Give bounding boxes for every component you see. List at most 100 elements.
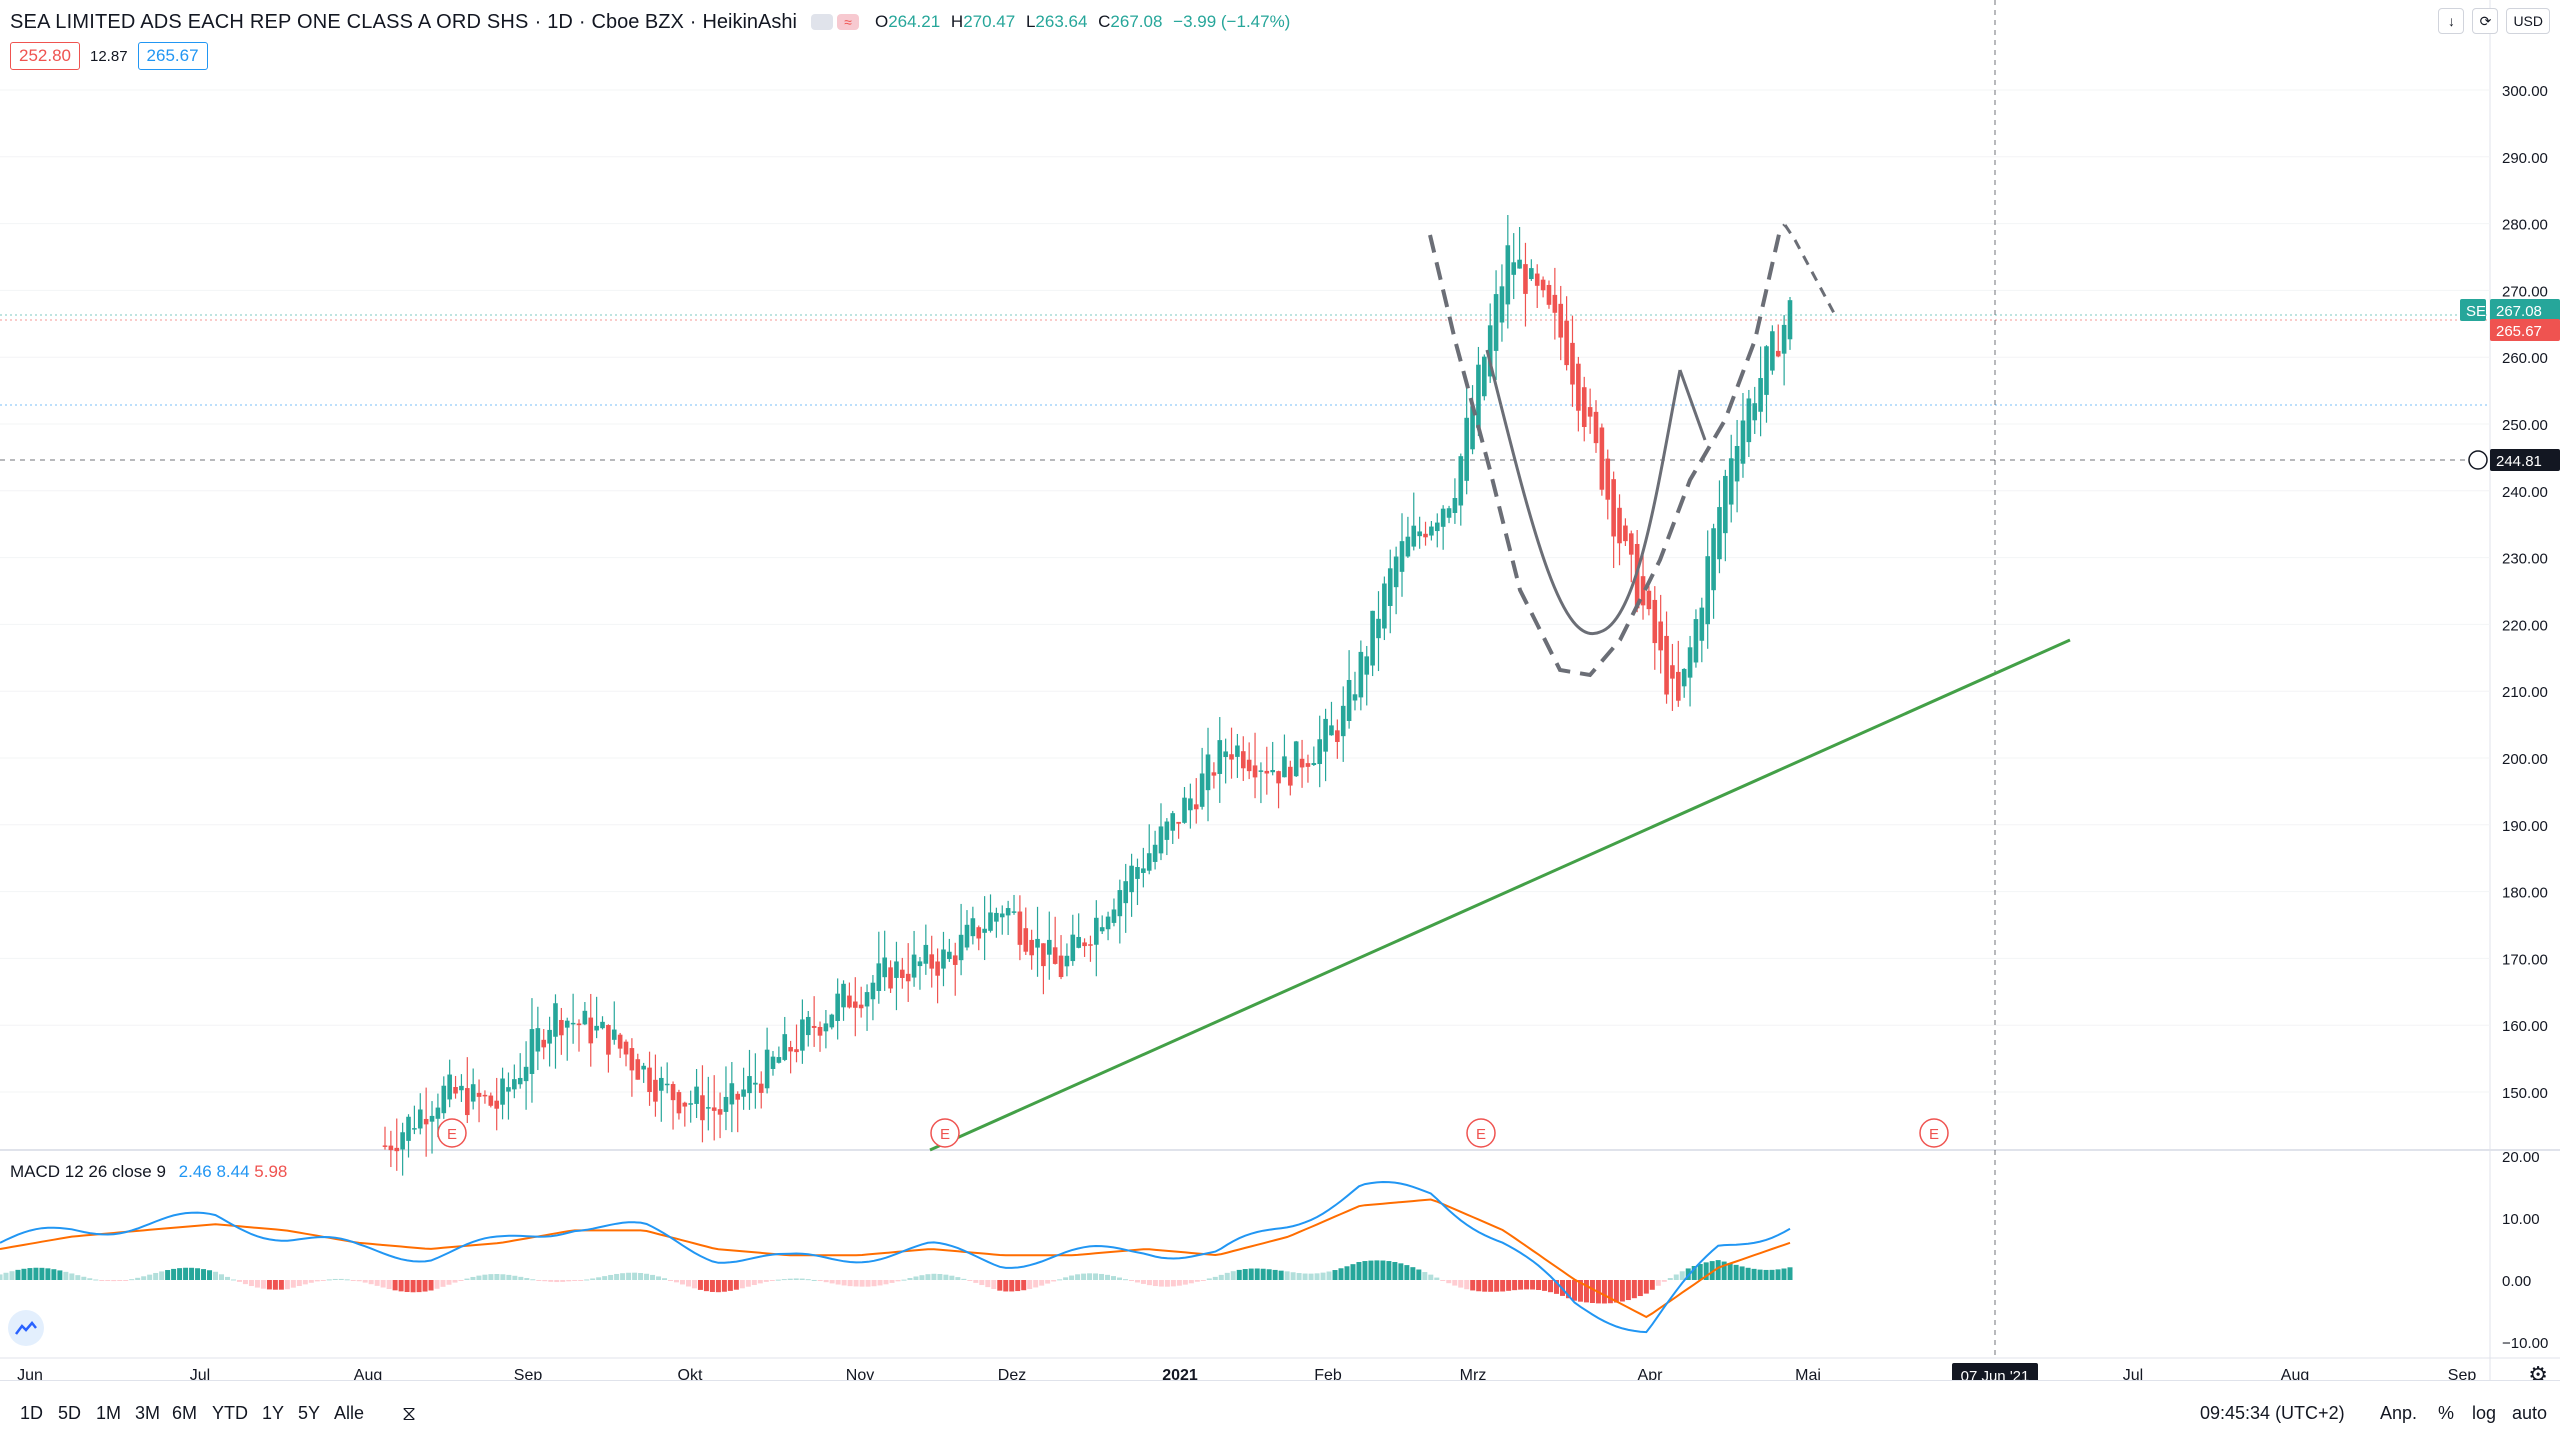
candle-body[interactable] — [382, 1145, 388, 1147]
add-alert-icon[interactable] — [2468, 450, 2488, 470]
candle-body[interactable] — [958, 934, 964, 961]
candle-body[interactable] — [1382, 583, 1387, 629]
candle-body[interactable] — [911, 954, 917, 978]
candle-body[interactable] — [817, 1026, 823, 1036]
candle-body[interactable] — [1693, 619, 1699, 663]
candle-body[interactable] — [1135, 867, 1140, 879]
currency-button[interactable]: USD — [2506, 8, 2550, 34]
candle-body[interactable] — [1270, 770, 1275, 773]
candle-body[interactable] — [805, 1016, 811, 1036]
candle-body[interactable] — [600, 1021, 605, 1029]
earnings-marker[interactable] — [437, 1118, 467, 1148]
refresh-icon[interactable]: ⟳ — [2472, 8, 2499, 34]
earnings-marker[interactable] — [930, 1118, 960, 1148]
candle-body[interactable] — [559, 1019, 564, 1036]
range-3m[interactable]: 3M — [135, 1403, 161, 1423]
candle-body[interactable] — [541, 1039, 547, 1048]
candle-body[interactable] — [594, 1025, 599, 1031]
candle-body[interactable] — [952, 955, 958, 965]
candle-body[interactable] — [776, 1057, 782, 1063]
candle-body[interactable] — [582, 1010, 588, 1025]
candle-body[interactable] — [1623, 525, 1628, 542]
candle-body[interactable] — [758, 1083, 764, 1093]
adjust-button[interactable]: Anp. — [2380, 1403, 2418, 1423]
candle-body[interactable] — [1546, 284, 1552, 305]
candle-body[interactable] — [388, 1145, 394, 1151]
candle-body[interactable] — [676, 1092, 682, 1114]
candle-body[interactable] — [1646, 590, 1652, 610]
candle-body[interactable] — [1094, 917, 1099, 945]
candle-body[interactable] — [994, 912, 999, 922]
candle-body[interactable] — [729, 1083, 735, 1105]
candle-body[interactable] — [1670, 665, 1675, 679]
candle-body[interactable] — [1676, 671, 1681, 701]
candle-body[interactable] — [782, 1034, 788, 1060]
candle-body[interactable] — [1405, 536, 1411, 557]
candle-body[interactable] — [1458, 456, 1464, 506]
range-ytd[interactable]: YTD — [212, 1403, 248, 1423]
range-5d[interactable]: 5D — [58, 1403, 82, 1423]
candle-body[interactable] — [400, 1132, 405, 1150]
candle-body[interactable] — [1411, 525, 1417, 547]
candle-body[interactable] — [947, 951, 952, 960]
candle-body[interactable] — [494, 1100, 499, 1109]
candle-body[interactable] — [1205, 754, 1211, 791]
candle-body[interactable] — [606, 1025, 611, 1055]
candle-body[interactable] — [1223, 751, 1228, 758]
candle-body[interactable] — [1599, 427, 1605, 490]
log-button[interactable]: log — [2472, 1403, 2497, 1423]
candle-body[interactable] — [823, 1023, 829, 1032]
candle-body[interactable] — [1017, 911, 1023, 945]
candle-body[interactable] — [611, 1029, 617, 1040]
candle-body[interactable] — [1276, 771, 1281, 784]
candle-body[interactable] — [1041, 943, 1046, 967]
candle-body[interactable] — [1476, 364, 1481, 428]
candle-body[interactable] — [1376, 618, 1381, 639]
candle-body[interactable] — [1482, 356, 1487, 397]
candle-body[interactable] — [1293, 741, 1299, 777]
candle-body[interactable] — [500, 1078, 505, 1105]
candle-body[interactable] — [553, 1003, 558, 1037]
candle-body[interactable] — [658, 1077, 664, 1091]
candle-body[interactable] — [1023, 928, 1029, 952]
candle-body[interactable] — [506, 1087, 511, 1092]
candle-body[interactable] — [1587, 407, 1593, 417]
candle-body[interactable] — [535, 1028, 541, 1052]
candle-body[interactable] — [1170, 813, 1176, 831]
candle-body[interactable] — [1564, 320, 1569, 366]
candle-body[interactable] — [1687, 647, 1693, 678]
candle-body[interactable] — [864, 992, 870, 1007]
candle-body[interactable] — [764, 1049, 770, 1089]
candle-body[interactable] — [1740, 420, 1746, 464]
candle-body[interactable] — [1711, 528, 1716, 591]
candle-body[interactable] — [1611, 479, 1616, 537]
candle-body[interactable] — [717, 1109, 723, 1115]
candle-body[interactable] — [1699, 607, 1705, 641]
handle-pattern-drawing[interactable] — [1678, 369, 1707, 441]
candle-body[interactable] — [1764, 346, 1769, 395]
candle-body[interactable] — [1146, 853, 1152, 871]
candle-body[interactable] — [1164, 821, 1170, 840]
candle-body[interactable] — [1082, 942, 1087, 947]
range-1y[interactable]: 1Y — [262, 1403, 285, 1423]
candle-body[interactable] — [1440, 508, 1446, 527]
candle-body[interactable] — [423, 1118, 429, 1125]
candle-body[interactable] — [1775, 350, 1781, 357]
candle-body[interactable] — [1434, 522, 1440, 532]
candle-body[interactable] — [441, 1085, 447, 1114]
candle-body[interactable] — [1064, 955, 1070, 967]
candle-body[interactable] — [1511, 262, 1517, 275]
chart-canvas[interactable]: 300.00 290.00 280.00 270.00 260.00 250.00 240.… — [0, 0, 2560, 1380]
dashed-pattern-drawing[interactable] — [1428, 223, 1787, 678]
candle-body[interactable] — [1070, 934, 1076, 962]
candle-body[interactable] — [1352, 694, 1358, 701]
candle-body[interactable] — [694, 1086, 699, 1104]
candle-body[interactable] — [1446, 508, 1452, 518]
candle-body[interactable] — [1470, 406, 1475, 450]
range-5y[interactable]: 5Y — [298, 1403, 321, 1423]
macd-title[interactable]: MACD 12 26 close 9 — [10, 1162, 166, 1181]
candle-body[interactable] — [1211, 772, 1217, 776]
candle-body[interactable] — [1329, 725, 1334, 736]
candle-body[interactable] — [459, 1085, 464, 1091]
candle-body[interactable] — [653, 1079, 658, 1102]
